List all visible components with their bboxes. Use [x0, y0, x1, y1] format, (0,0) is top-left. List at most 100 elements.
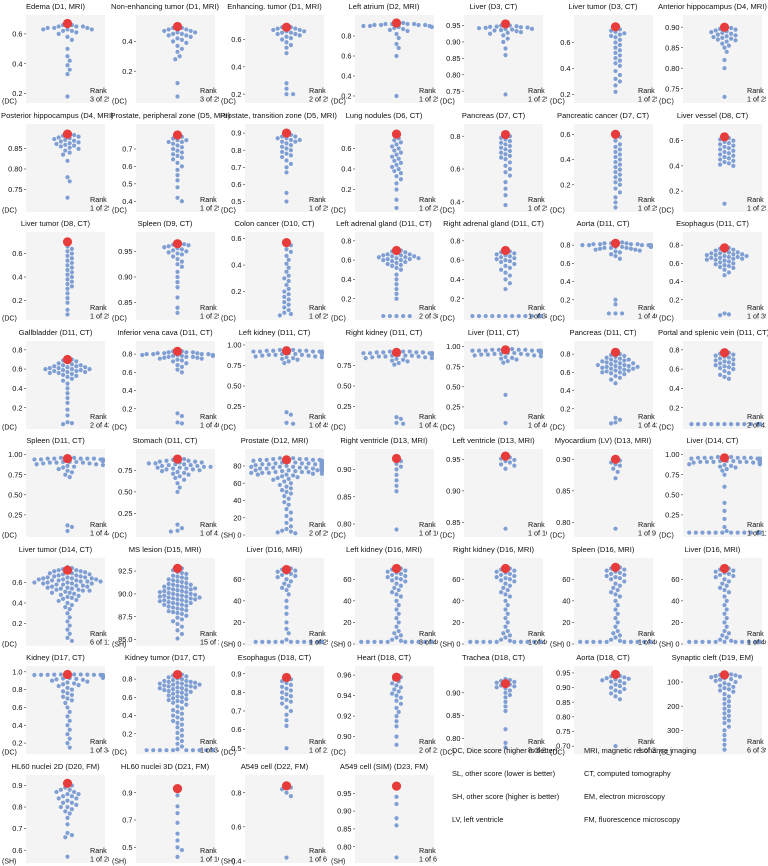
- data-point: [52, 363, 57, 368]
- data-point: [626, 363, 631, 368]
- data-point: [617, 256, 622, 261]
- data-point: [260, 470, 265, 475]
- data-point: [74, 373, 79, 378]
- winner-point: [172, 346, 182, 356]
- data-point: [420, 349, 425, 354]
- plot-background: [26, 449, 105, 537]
- data-point: [503, 192, 508, 197]
- chart-panel: Prostate, peripheral zone (D5, MRI) 0.4 0.…: [111, 111, 231, 215]
- rank-label: Rank: [419, 737, 436, 746]
- rank-value: 1 of 25: [200, 312, 219, 321]
- data-point: [608, 33, 613, 39]
- chart-panel: Esophagus (D11, CT) 0.2 0.4 0.6 0.8 (DC) Rank 1…: [658, 219, 766, 323]
- data-point: [166, 354, 171, 359]
- data-point: [393, 714, 399, 719]
- data-point: [310, 471, 316, 476]
- data-point: [60, 362, 66, 367]
- data-point: [617, 356, 622, 361]
- y-tick-label: 300: [667, 726, 679, 735]
- data-point: [608, 691, 613, 696]
- rank-value: 1 of 10: [419, 529, 438, 538]
- data-point: [159, 469, 164, 474]
- y-tick-label: 0.2: [231, 90, 241, 99]
- rank-value: 1 of 45: [309, 420, 328, 429]
- data-point: [612, 45, 618, 50]
- y-tick-label: 0.6: [341, 144, 351, 153]
- data-point: [503, 699, 508, 704]
- data-point: [393, 634, 399, 640]
- data-point: [288, 161, 294, 166]
- data-point: [100, 458, 105, 464]
- data-point: [284, 157, 289, 163]
- data-point: [387, 348, 392, 354]
- y-tick-label: 0.4: [341, 164, 351, 173]
- data-point: [700, 530, 705, 535]
- data-point: [58, 138, 63, 144]
- data-point: [617, 79, 622, 84]
- y-tick-label: 0.85: [446, 54, 460, 63]
- data-point: [722, 159, 727, 164]
- y-tick-label: 0.8: [341, 236, 351, 245]
- data-point: [284, 604, 289, 609]
- data-point: [503, 727, 508, 732]
- data-point: [161, 28, 166, 34]
- winner-point: [500, 19, 511, 29]
- y-tick-label: 20: [233, 513, 241, 522]
- data-point: [709, 30, 714, 35]
- y-tick-label: 40: [562, 596, 570, 605]
- data-point: [720, 530, 725, 535]
- y-tick-label: 0.6: [560, 129, 570, 138]
- chart-panel: Liver (D11, CT) 0.25 0.50 0.75 1.00 (DC) Rank 1…: [439, 328, 547, 432]
- data-point: [192, 459, 197, 464]
- data-point: [65, 821, 70, 826]
- data-point: [612, 302, 618, 307]
- data-point: [174, 30, 180, 35]
- y-tick-label: 87.5: [118, 612, 132, 621]
- data-point: [385, 252, 390, 257]
- data-point: [400, 421, 405, 426]
- data-point: [65, 854, 70, 859]
- y-tick-label: 0.90: [337, 806, 351, 815]
- data-point: [722, 711, 727, 716]
- data-point: [67, 475, 72, 480]
- panel-title: Liver tumor (D3, CT): [568, 2, 638, 11]
- data-point: [717, 360, 723, 365]
- data-point: [717, 637, 723, 642]
- data-point: [174, 747, 180, 752]
- data-point: [393, 478, 399, 483]
- data-point: [590, 639, 596, 644]
- data-point: [286, 496, 291, 501]
- chart-panel: Right ventricle (D13, MRI) 0.80 0.85 0.90 (D…: [330, 436, 438, 540]
- data-point: [74, 459, 79, 464]
- data-point: [279, 572, 285, 577]
- data-point: [409, 639, 414, 644]
- data-point: [700, 639, 705, 644]
- data-point: [45, 574, 50, 579]
- data-point: [282, 479, 287, 484]
- data-point: [266, 470, 271, 475]
- data-point: [179, 686, 184, 691]
- data-point: [174, 715, 180, 720]
- data-point: [505, 358, 510, 363]
- data-point: [179, 31, 184, 37]
- data-point: [43, 366, 48, 371]
- data-point: [179, 357, 184, 363]
- data-point: [275, 574, 280, 579]
- winner-point: [610, 22, 620, 32]
- data-point: [722, 500, 727, 505]
- data-point: [65, 249, 70, 254]
- data-point: [284, 247, 289, 252]
- data-point: [60, 367, 66, 372]
- panel-title: Liver tumor (D8, CT): [20, 219, 91, 228]
- data-point: [279, 684, 285, 689]
- data-point: [726, 694, 732, 699]
- data-point: [277, 347, 282, 352]
- data-point: [170, 358, 175, 363]
- data-point: [735, 530, 740, 535]
- data-point: [726, 354, 732, 360]
- y-tick-label: 0.6: [560, 38, 570, 47]
- winner-point: [391, 18, 401, 28]
- rank-label: Rank: [419, 520, 436, 529]
